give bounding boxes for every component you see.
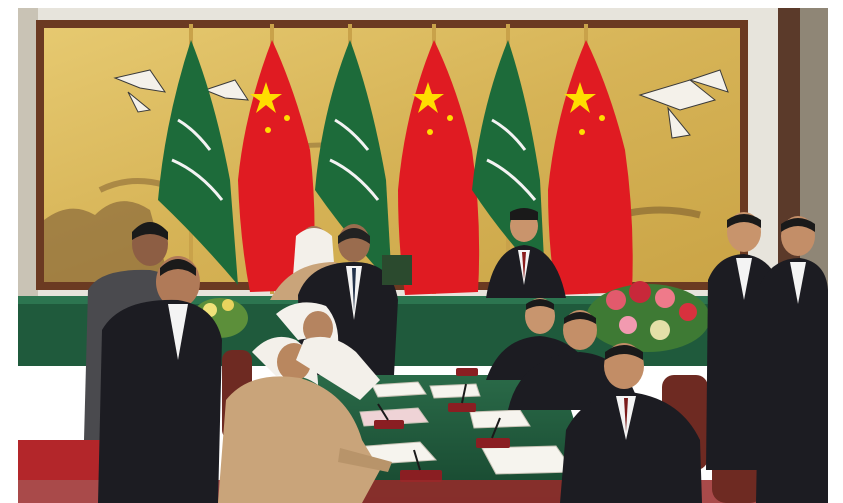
- flag-row: [158, 24, 633, 295]
- cranes-icon: [113, 69, 729, 139]
- standing-attendee-right-2: [756, 216, 828, 503]
- china-flag: [398, 40, 480, 295]
- pen-icon: [374, 368, 510, 482]
- folder-icon: [382, 255, 412, 285]
- mountain-painting: [44, 201, 170, 282]
- signer-left-second: [276, 302, 380, 400]
- flower-arrangement-icon: [586, 281, 710, 352]
- standing-attendee-left-2: [98, 256, 222, 503]
- signer-right-front: [560, 343, 702, 503]
- china-flag: [238, 40, 315, 292]
- seated-leader-right: [486, 208, 566, 298]
- photo-border: [0, 0, 18, 503]
- photo-border: [828, 0, 843, 503]
- saudi-flag: [158, 40, 238, 285]
- china-flag: [548, 40, 633, 295]
- saudi-flag: [315, 40, 392, 285]
